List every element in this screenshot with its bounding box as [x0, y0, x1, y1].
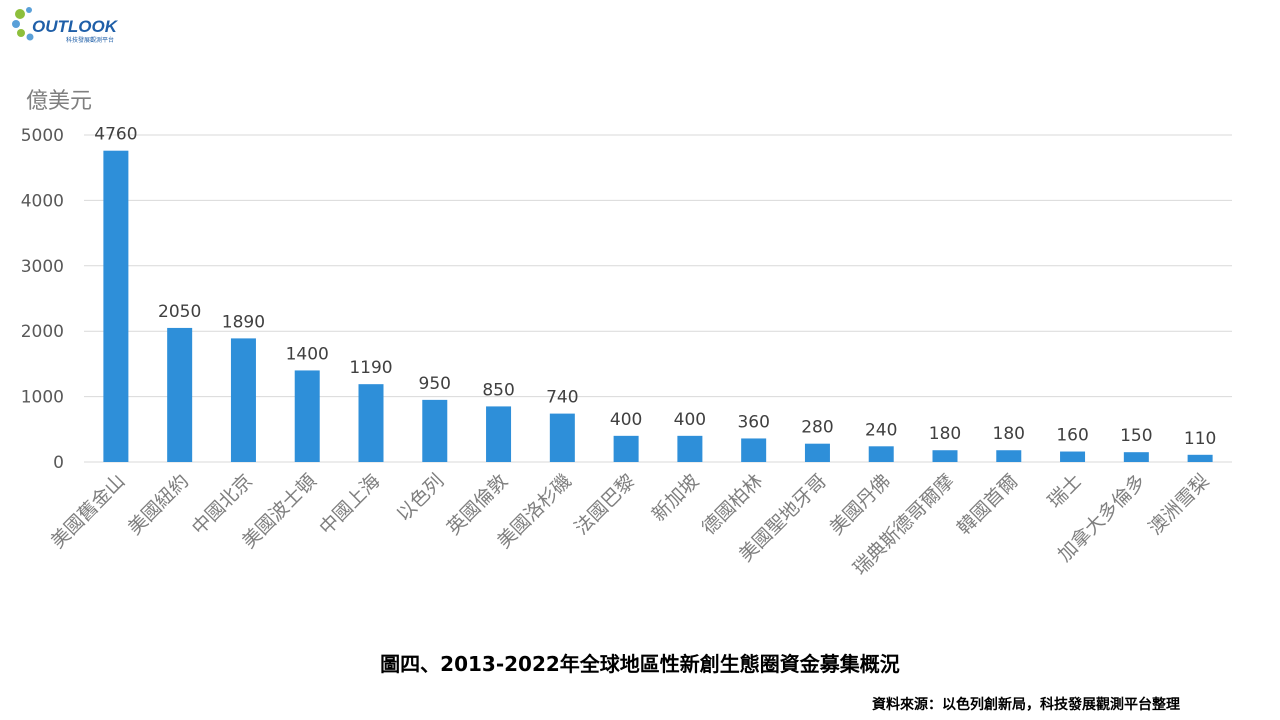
logo-dot: [17, 29, 25, 37]
data-label: 1890: [222, 312, 265, 332]
data-label: 240: [865, 420, 897, 440]
data-label: 180: [993, 424, 1025, 444]
data-label: 950: [419, 374, 451, 394]
bar: [358, 384, 384, 462]
bar: [996, 450, 1022, 462]
logo-dot: [15, 9, 25, 19]
x-tick-label: 美國舊金山: [47, 470, 130, 553]
data-label: 150: [1120, 426, 1152, 446]
bar: [1123, 452, 1149, 462]
data-label: 280: [801, 418, 833, 438]
data-label: 4760: [94, 125, 137, 145]
bar: [741, 438, 767, 462]
bar: [1187, 454, 1213, 462]
data-label: 400: [610, 410, 642, 430]
bars: [103, 150, 1213, 463]
logo-dot: [26, 33, 34, 41]
data-label: 400: [674, 410, 706, 430]
source-note: 資料來源：以色列創新局，科技發展觀測平台整理: [872, 697, 1180, 713]
data-label: 360: [737, 412, 769, 432]
y-axis-ticks: 0 1000 2000 3000 4000 5000: [21, 126, 64, 473]
x-tick-label: 韓國首爾: [953, 470, 1022, 539]
logo-dot: [12, 20, 20, 28]
outlook-logo: OUTLOOK 科技發展觀測平台: [12, 7, 119, 44]
bar: [230, 338, 256, 462]
y-tick-label: 2000: [21, 322, 64, 342]
y-tick-label: 0: [53, 453, 64, 473]
chart-caption: 圖四、2013-2022年全球地區性新創生態圈資金募集概況: [380, 652, 900, 676]
y-tick-label: 3000: [21, 257, 64, 277]
bar: [549, 413, 575, 462]
bar: [422, 399, 448, 462]
bar: [932, 450, 958, 462]
x-tick-label: 美國紐約: [124, 470, 193, 539]
bar: [486, 406, 512, 462]
x-tick-label: 中國上海: [315, 470, 384, 539]
data-label: 1400: [286, 344, 329, 364]
x-tick-label: 新加坡: [648, 470, 704, 526]
data-label: 160: [1056, 426, 1088, 446]
y-tick-label: 5000: [21, 126, 64, 146]
data-labels: 4760 2050 1890 1400 1190 950 850 740 400 400 360 28…: [94, 125, 1216, 449]
data-label: 110: [1184, 429, 1216, 449]
bar: [613, 435, 639, 462]
x-tick-label: 以色列: [392, 470, 448, 526]
logo-text: OUTLOOK: [32, 17, 119, 36]
y-tick-label: 1000: [21, 388, 64, 408]
bar: [167, 327, 193, 462]
logo-dot: [26, 7, 32, 13]
y-axis-unit-label: 億美元: [26, 89, 92, 114]
x-tick-label: 法國巴黎: [570, 470, 639, 539]
x-tick-label: 澳洲雪梨: [1144, 470, 1213, 539]
data-label: 180: [929, 424, 961, 444]
gridlines: [84, 134, 1232, 463]
data-label: 2050: [158, 302, 201, 322]
y-tick-label: 4000: [21, 191, 64, 211]
x-tick-label: 瑞士: [1044, 470, 1086, 512]
bar-chart: 億美元 0 1000 2000 3000 4000 5000 4760 2050 1890 14…: [21, 89, 1232, 580]
bar: [868, 446, 894, 462]
bar: [103, 150, 129, 463]
logo-subtext: 科技發展觀測平台: [66, 36, 114, 44]
bar: [294, 370, 320, 462]
bar: [1060, 451, 1086, 462]
data-label: 850: [482, 380, 514, 400]
data-label: 1190: [349, 358, 392, 378]
bar: [677, 435, 703, 462]
data-label: 740: [546, 388, 578, 408]
bar: [804, 443, 830, 462]
